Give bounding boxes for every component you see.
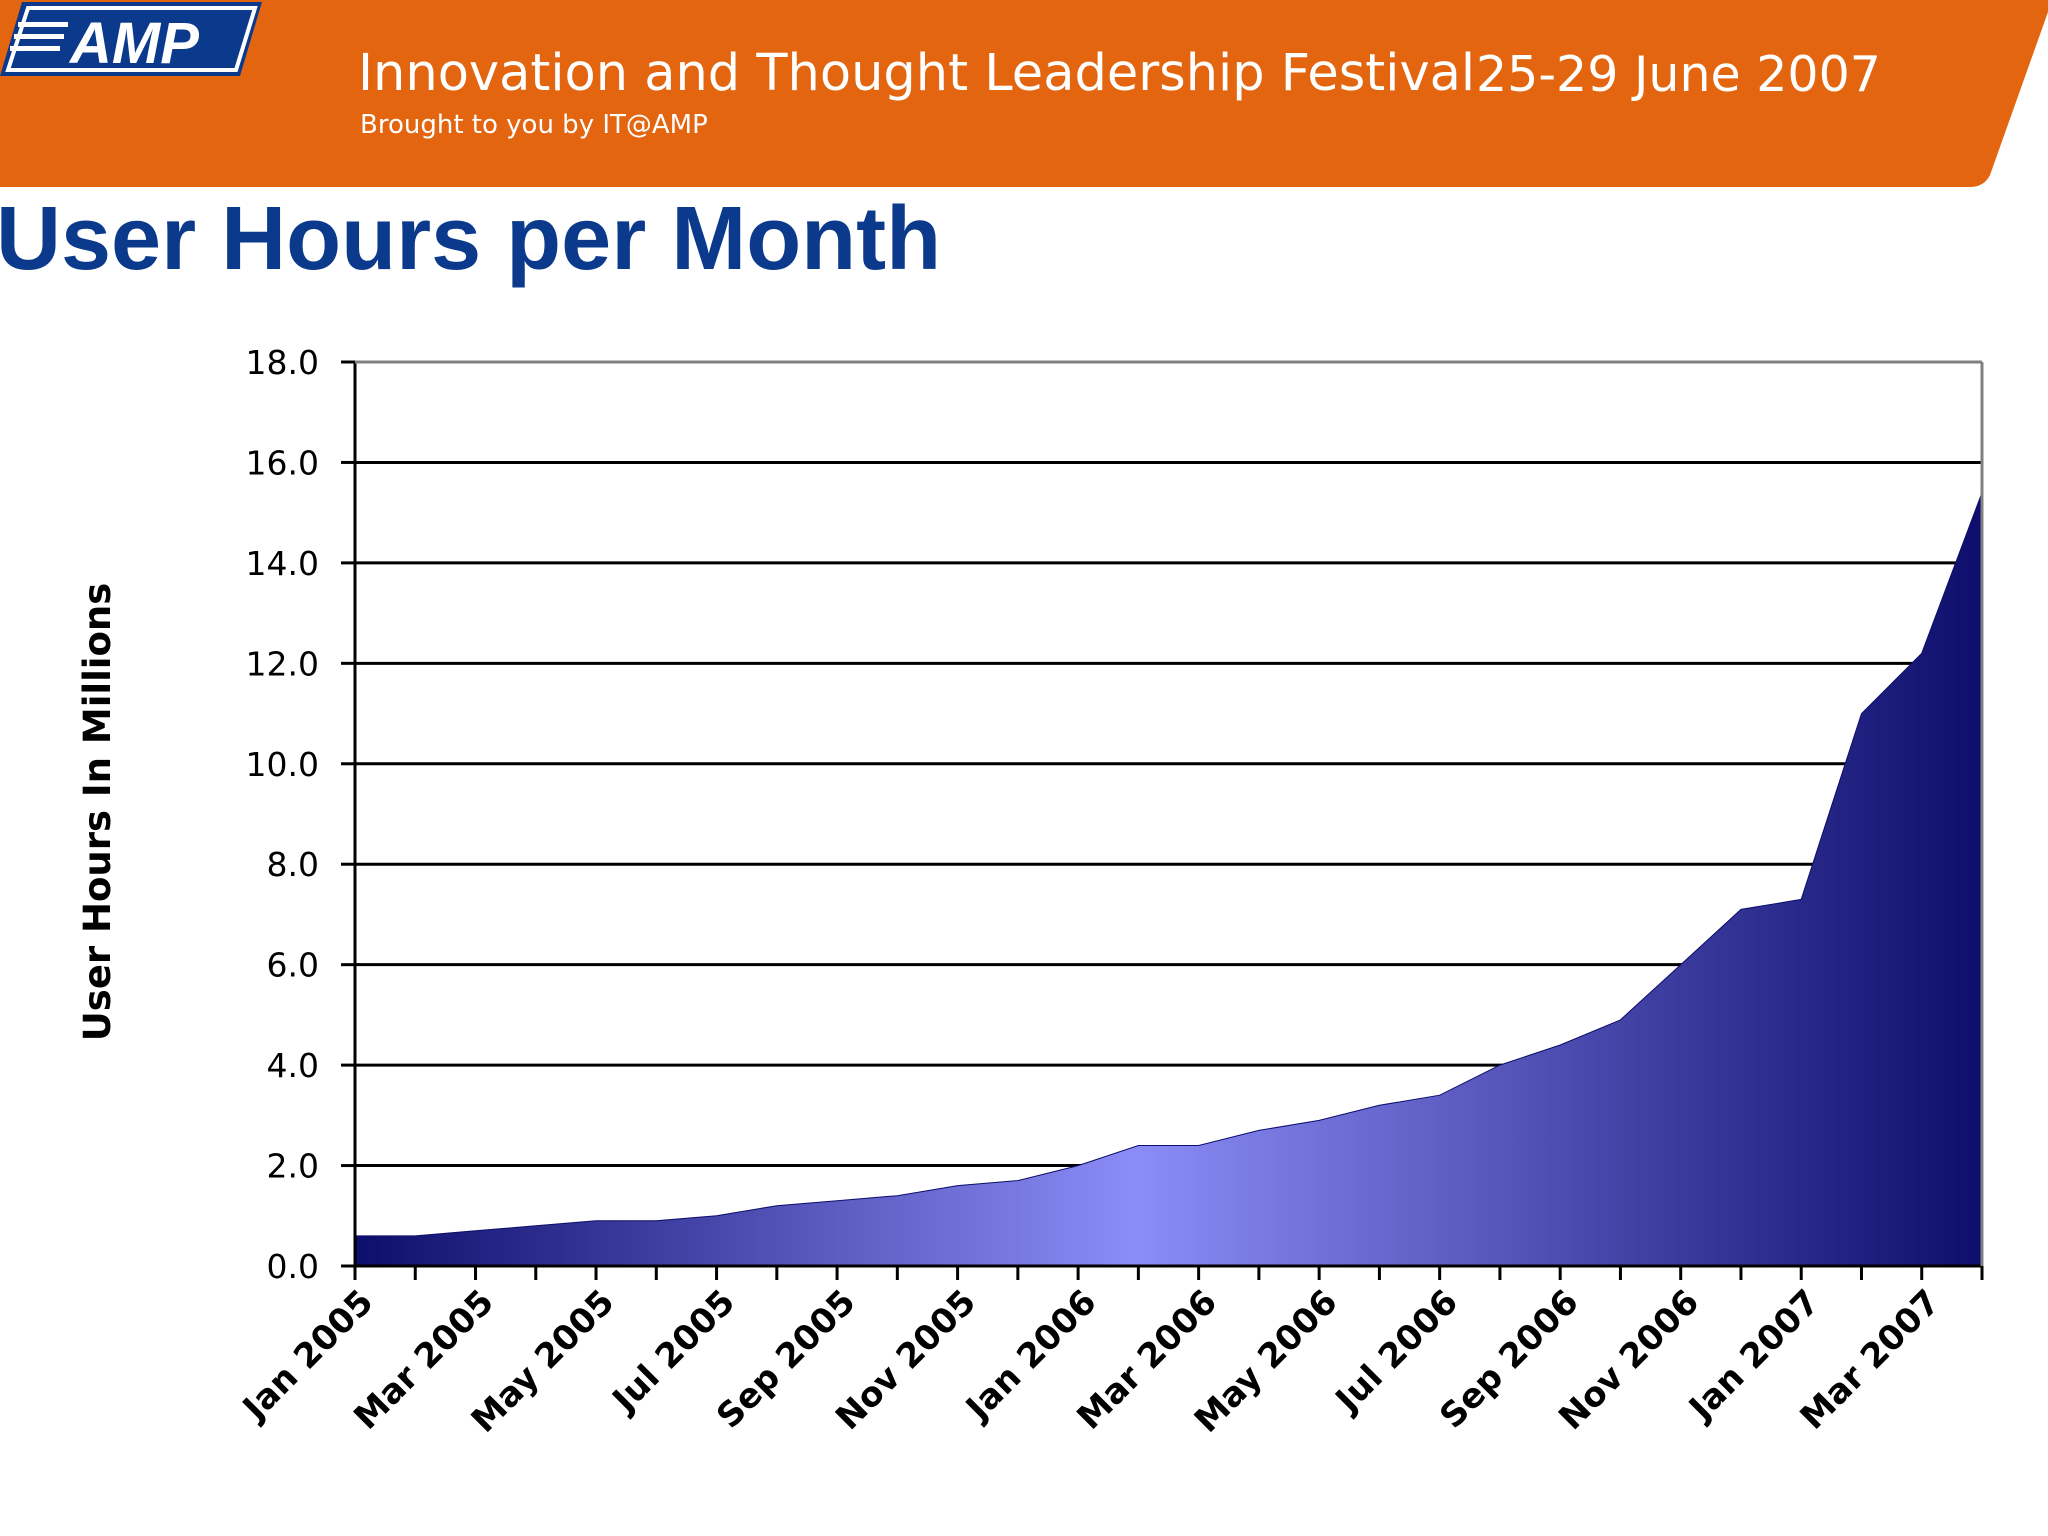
y-tick-label: 0.0: [267, 1247, 319, 1286]
y-tick-label: 4.0: [267, 1046, 319, 1085]
y-tick-label: 12.0: [246, 644, 319, 683]
y-axis-label: User Hours In Millions: [76, 583, 119, 1042]
axes: [353, 360, 1984, 1268]
y-tick-label: 10.0: [246, 745, 319, 784]
page-title: User Hours per Month: [0, 189, 942, 289]
logo-text: AMP: [68, 11, 199, 76]
y-tick-label: 6.0: [267, 946, 319, 985]
banner-shape: [0, 0, 2048, 187]
amp-logo: AMP: [0, 2, 262, 76]
area-series: [354, 492, 1983, 1267]
y-tick-label: 2.0: [267, 1147, 319, 1186]
y-tick-label: 8.0: [267, 845, 319, 884]
y-tick-label: 14.0: [246, 544, 319, 583]
festival-dates: 25-29 June 2007: [1476, 46, 1881, 103]
festival-title: Innovation and Thought Leadership Festiv…: [358, 44, 1476, 103]
y-tick-label: 16.0: [246, 443, 319, 482]
y-axis-ticks: 0.0 2.0 4.0 6.0 8.0 10.0 12.0 14.0 16.0 18.0: [246, 343, 355, 1286]
y-tick-label: 18.0: [246, 343, 319, 382]
festival-subtitle: Brought to you by IT@AMP: [360, 110, 708, 140]
header-banner: AMP Innovation and Thought Leadership Fe…: [0, 0, 2048, 187]
